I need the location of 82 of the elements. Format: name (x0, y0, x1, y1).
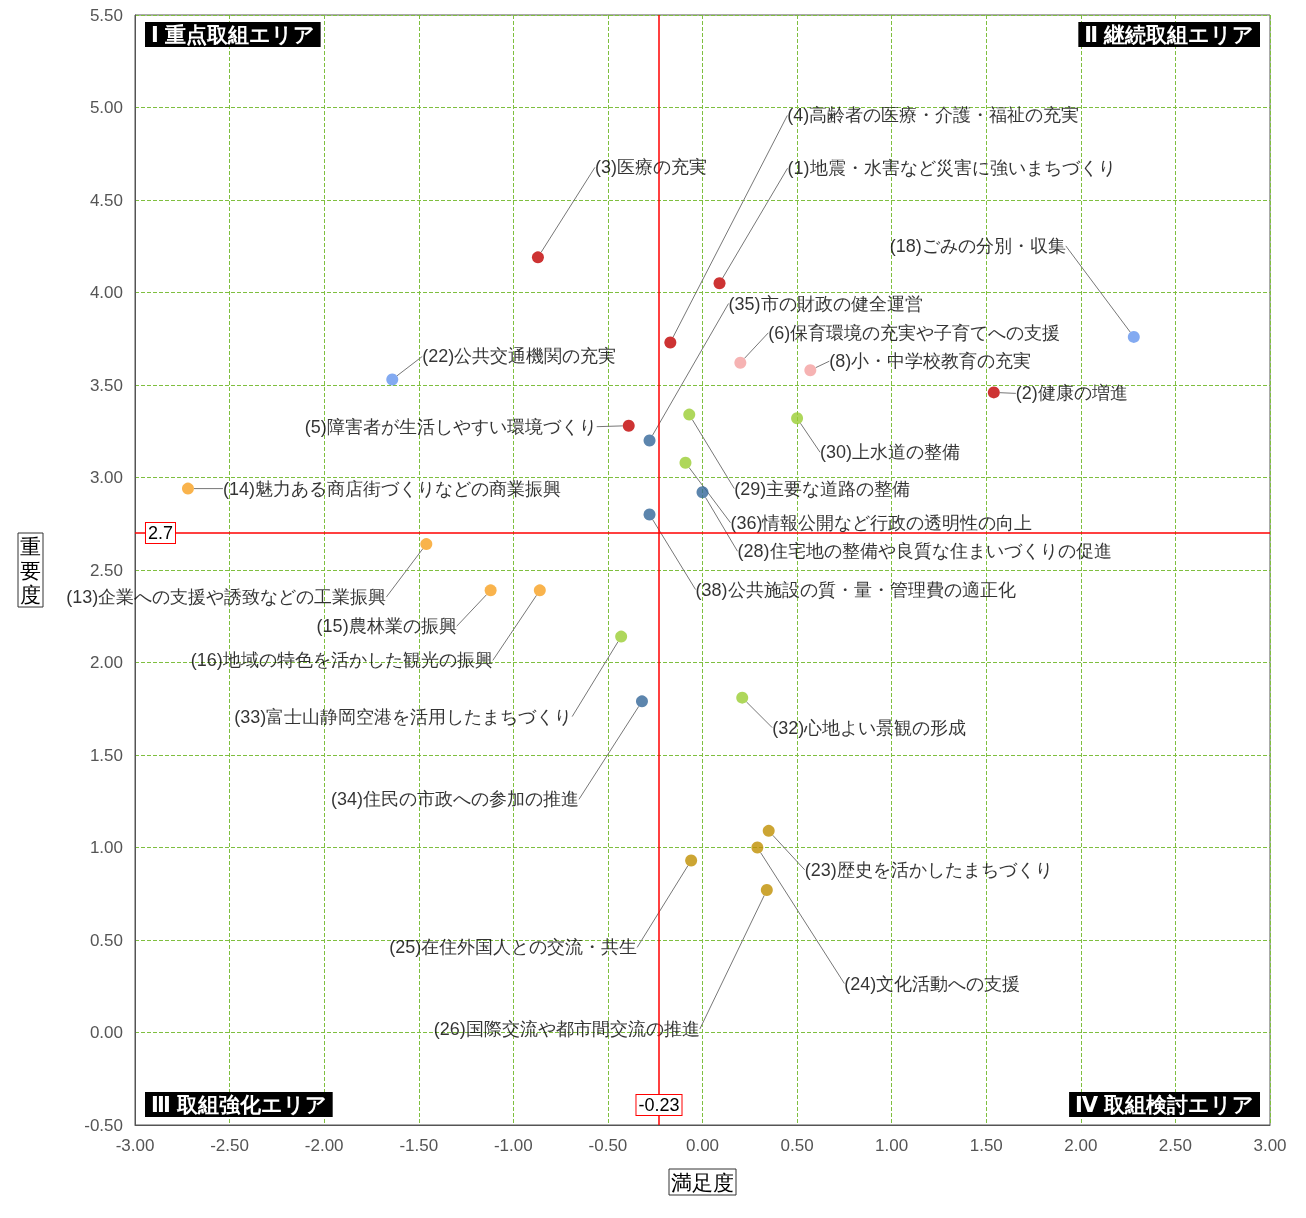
text: (35)市の財政の健全運営 (728, 293, 923, 314)
y-tick-label: 0.00 (89, 1023, 123, 1042)
y-tick-label: 2.00 (89, 653, 123, 672)
text: (4)高齢者の医療・介護・福祉の充実 (787, 105, 1080, 126)
annotation: Ⅰ 重点取組エリア (151, 23, 315, 47)
x-axis-title: 満足度 (671, 1170, 734, 1194)
point (622, 419, 635, 432)
point (696, 486, 709, 499)
text: (36)情報公開など行政の透明性の向上 (730, 512, 1033, 533)
text: (34)住民の市政への参加の推進 (330, 789, 579, 810)
text: (15)農林業の振興 (316, 616, 457, 637)
point (1127, 330, 1140, 343)
point (420, 538, 433, 551)
text: (25)在住外国人との交流・共生 (389, 937, 638, 958)
x-tick-label: 2.50 (1158, 1136, 1192, 1155)
series-label: (8)小・中学校教育の充実 (829, 351, 1032, 372)
x-tick-label: -1.00 (493, 1136, 533, 1155)
annotation: Ⅳ 取組検討エリア (1075, 1093, 1254, 1116)
text: (29)主要な道路の整備 (734, 478, 911, 499)
point (664, 336, 677, 349)
point (751, 841, 764, 854)
y-tick-label: -0.50 (84, 1115, 123, 1135)
point (635, 695, 648, 708)
y-tick-label: 0.50 (89, 930, 123, 950)
point (533, 584, 546, 597)
x-tick-label: 1.50 (969, 1136, 1003, 1155)
x-tick-label: 0.50 (780, 1136, 814, 1155)
x-tick-label: -0.50 (588, 1136, 628, 1155)
point (683, 408, 696, 421)
text: (1)地震・水害など災害に強いまちづくり (787, 158, 1116, 179)
series-label: (6)保育環境の充実や子育てへの支援 (768, 322, 1061, 343)
x-tick-label: 3.00 (1253, 1136, 1287, 1155)
point (679, 456, 692, 469)
point (762, 824, 775, 837)
point (643, 508, 656, 521)
text: (24)文化活動への支援 (844, 973, 1021, 994)
x-tick-label: -2.00 (304, 1136, 344, 1155)
point (804, 364, 817, 377)
point (386, 373, 399, 386)
point (987, 386, 1000, 399)
y-tick-label: 3.50 (89, 375, 123, 395)
annotation: Ⅱ 継続取組エリア (1084, 23, 1254, 46)
point (643, 434, 656, 447)
x-tick-label: -1.50 (399, 1136, 439, 1155)
series-label: (2)健康の増進 (1015, 383, 1128, 404)
x-tick-label: 2.00 (1064, 1136, 1098, 1155)
series-label: (30)上水道の整備 (820, 442, 961, 463)
y-tick-label: 5.00 (89, 98, 123, 117)
y-tick-label: 4.00 (89, 283, 123, 302)
point (734, 356, 747, 369)
point (531, 251, 544, 264)
ref-line-label: 2.7 (147, 523, 173, 543)
y-tick-label: 2.50 (89, 560, 123, 580)
point (181, 482, 194, 495)
series-label: (22)公共交通機関の充実 (422, 346, 617, 367)
y-tick-label: 3.00 (89, 468, 123, 487)
text: (38)公共施設の質・量・管理費の適正化 (695, 579, 1016, 600)
x-tick-label: 0.00 (685, 1136, 720, 1155)
point (791, 412, 804, 425)
x-tick-label: 1.00 (875, 1136, 909, 1155)
y-tick-label: 1.00 (89, 838, 123, 857)
y-axis-title: 重要度 (20, 534, 41, 606)
text: (28)住宅地の整備や良質な住まいづくりの促進 (737, 541, 1112, 562)
ref-line-label: -0.23 (638, 1095, 680, 1115)
series-label: (14)魅力ある商店街づくりなどの商業振興 (222, 478, 561, 499)
x-tick-label: -3.00 (115, 1136, 155, 1155)
point (685, 854, 698, 867)
y-tick-label: 4.50 (89, 190, 123, 210)
point (713, 277, 726, 290)
point (760, 884, 773, 897)
series-label: (5)障害者が生活しやすい環境づくり (304, 416, 597, 437)
series-label: (32)心地よい景観の形成 (772, 717, 967, 738)
text: (33)富士山静岡空港を活用したまちづくり (234, 706, 573, 727)
point (615, 630, 628, 643)
annotation: Ⅲ 取組強化エリア (151, 1093, 327, 1116)
x-tick-label: -2.50 (210, 1136, 249, 1155)
y-tick-label: 1.50 (89, 745, 123, 765)
text: (18)ごみの分別・収集 (889, 235, 1066, 256)
text: (23)歴史を活かしたまちづくり (804, 859, 1053, 880)
point (484, 584, 497, 597)
point (736, 691, 749, 704)
y-tick-label: 5.50 (89, 5, 123, 25)
